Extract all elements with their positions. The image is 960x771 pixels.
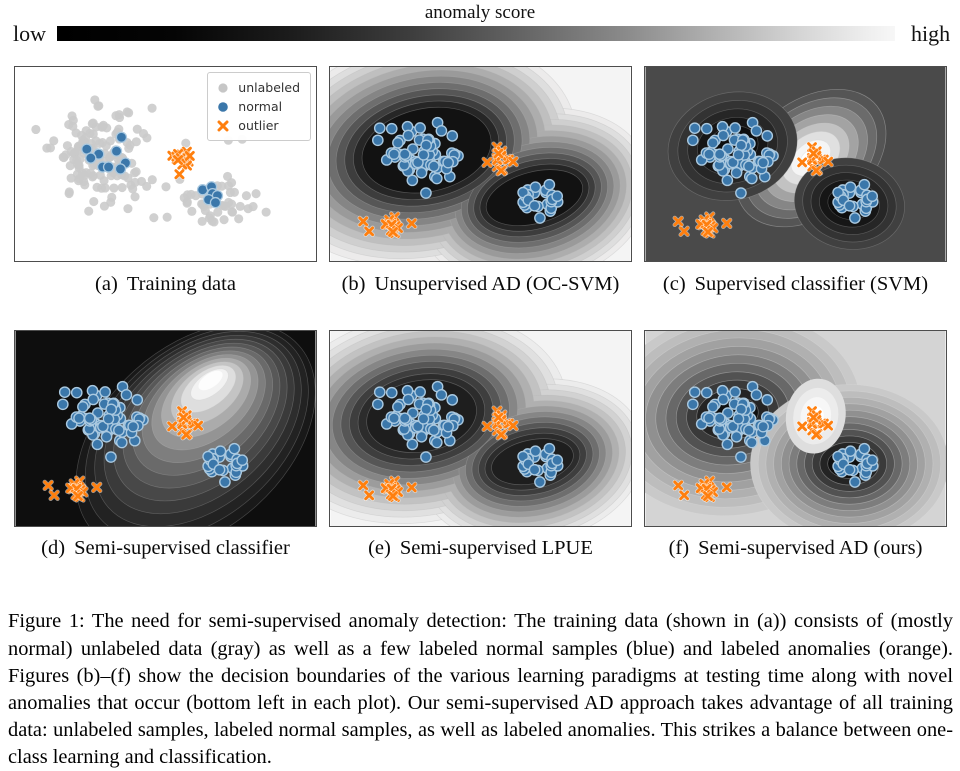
legend-label-normal: normal <box>238 99 283 114</box>
contour-plot-ocsvm <box>329 66 632 262</box>
panel-training-data: unlabeled normal outlier <box>14 66 317 262</box>
contour-plot-semisup-ad <box>644 330 947 527</box>
legend-item-outlier: outlier <box>216 116 300 135</box>
legend-item-unlabeled: unlabeled <box>216 78 300 97</box>
colorbar-low-label: low <box>13 21 46 46</box>
contour-plot-semisup-classifier <box>14 330 317 527</box>
subcaption-e: (e) Semi-supervised LPUE <box>368 537 593 559</box>
subcaption-f: (f) Semi-supervised AD (ours) <box>668 537 923 559</box>
contour-plot-lpue <box>329 330 632 527</box>
subcaption-d: (d) Semi-supervised classifier <box>41 537 290 559</box>
colorbar-high-label: high <box>911 21 951 46</box>
normal-marker-icon <box>218 101 229 112</box>
legend-item-normal: normal <box>216 97 300 116</box>
panel-lpue <box>329 330 632 527</box>
subcaption-c: (c) Supervised classifier (SVM) <box>662 273 929 295</box>
colorbar-title: anomaly score <box>424 2 536 23</box>
colorbar-gradient <box>57 26 895 41</box>
panel-svm <box>644 66 947 262</box>
outlier-marker-icon <box>217 120 229 131</box>
legend-box: unlabeled normal outlier <box>207 72 311 141</box>
contour-plot-svm <box>644 66 947 262</box>
legend-label-outlier: outlier <box>238 118 279 133</box>
legend-label-unlabeled: unlabeled <box>238 80 300 95</box>
panel-ocsvm <box>329 66 632 262</box>
subcaption-a: (a) Training data <box>95 273 236 295</box>
subcaption-b: (b) Unsupervised AD (OC-SVM) <box>341 273 620 295</box>
unlabeled-marker-icon <box>218 82 228 93</box>
panel-semisup-classifier <box>14 330 317 527</box>
figure-caption: Figure 1: The need for semi-supervised a… <box>8 610 953 769</box>
panel-semisup-ad <box>644 330 947 527</box>
